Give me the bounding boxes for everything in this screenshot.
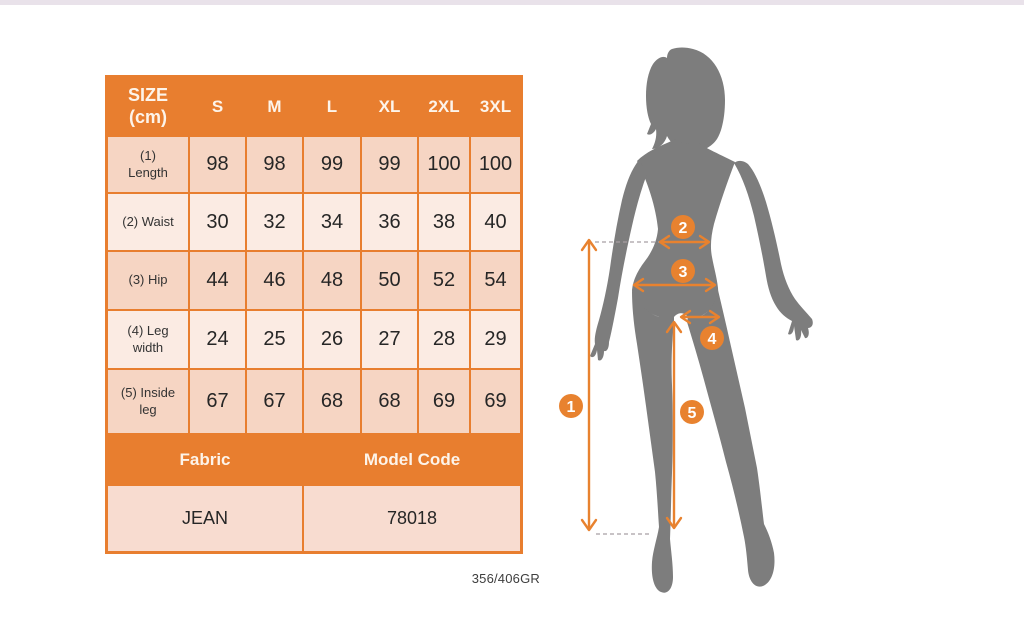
marker-5-number: 5 bbox=[688, 405, 697, 422]
value-cell: 69 bbox=[471, 370, 520, 433]
size-table-header-l: L bbox=[304, 78, 360, 135]
value-cell: 68 bbox=[304, 370, 360, 433]
length-arrowhead-top bbox=[580, 238, 598, 252]
size-table-header-m: M bbox=[247, 78, 302, 135]
model-code-value: 78018 bbox=[304, 486, 520, 551]
inside-leg-arrowhead-top bbox=[665, 320, 683, 334]
value-cell: 100 bbox=[471, 137, 520, 192]
row-label-waist: (2) Waist bbox=[108, 194, 188, 250]
waist-arrowhead-right bbox=[698, 234, 711, 250]
silhouette-head-hair bbox=[646, 47, 725, 152]
hip-arrowhead-left bbox=[632, 277, 645, 293]
value-cell: 67 bbox=[247, 370, 302, 433]
size-table: SIZE (cm) S M L XL 2XL 3XL (1) Length 98… bbox=[105, 75, 523, 554]
top-decorative-strip bbox=[0, 0, 1024, 5]
marker-1-number: 1 bbox=[567, 399, 576, 416]
value-cell: 34 bbox=[304, 194, 360, 250]
leg-width-arrowhead-left bbox=[679, 309, 692, 325]
row-label-inside-leg: (5) Inside leg bbox=[108, 370, 188, 433]
value-cell: 32 bbox=[247, 194, 302, 250]
hip-arrowhead-right bbox=[704, 277, 717, 293]
value-cell: 99 bbox=[362, 137, 417, 192]
value-cell: 24 bbox=[190, 311, 245, 368]
silhouette-right-arm bbox=[734, 160, 813, 341]
row-label-hip: (3) Hip bbox=[108, 252, 188, 309]
value-cell: 54 bbox=[471, 252, 520, 309]
size-table-header-3xl: 3XL bbox=[471, 78, 520, 135]
value-cell: 36 bbox=[362, 194, 417, 250]
marker-1-circle bbox=[559, 394, 583, 418]
silhouette-left-arm bbox=[590, 160, 647, 361]
model-code-header: Model Code bbox=[304, 435, 520, 484]
value-cell: 40 bbox=[471, 194, 520, 250]
size-table-header-s: S bbox=[190, 78, 245, 135]
value-cell: 98 bbox=[247, 137, 302, 192]
marker-3-circle bbox=[671, 259, 695, 283]
value-cell: 50 bbox=[362, 252, 417, 309]
value-cell: 100 bbox=[419, 137, 469, 192]
value-cell: 25 bbox=[247, 311, 302, 368]
length-arrowhead-bottom bbox=[580, 518, 598, 532]
marker-4-number: 4 bbox=[708, 331, 717, 348]
marker-2-number: 2 bbox=[679, 220, 688, 237]
marker-2-circle bbox=[671, 215, 695, 239]
value-cell: 98 bbox=[190, 137, 245, 192]
measurement-markers: 1 2 3 4 5 bbox=[559, 215, 724, 424]
value-cell: 67 bbox=[190, 370, 245, 433]
value-cell: 99 bbox=[304, 137, 360, 192]
value-cell: 26 bbox=[304, 311, 360, 368]
size-table-header-2xl: 2XL bbox=[419, 78, 469, 135]
fabric-header: Fabric bbox=[108, 435, 302, 484]
value-cell: 68 bbox=[362, 370, 417, 433]
value-cell: 38 bbox=[419, 194, 469, 250]
waist-arrowhead-left bbox=[658, 234, 671, 250]
dashed-guide-lines bbox=[595, 241, 668, 535]
product-code-text: 356/406GR bbox=[471, 571, 540, 586]
marker-5-circle bbox=[680, 400, 704, 424]
leg-width-arrowhead-right bbox=[708, 309, 721, 325]
row-label-leg-width: (4) Leg width bbox=[108, 311, 188, 368]
silhouette-left-leg bbox=[632, 291, 674, 593]
value-cell: 29 bbox=[471, 311, 520, 368]
female-body-silhouette bbox=[590, 47, 813, 593]
fabric-value: JEAN bbox=[108, 486, 302, 551]
marker-4-circle bbox=[700, 326, 724, 350]
silhouette-right-leg bbox=[687, 290, 775, 587]
measurement-figure: 1 2 3 4 5 bbox=[550, 40, 820, 615]
measurement-arrows bbox=[580, 234, 721, 532]
value-cell: 52 bbox=[419, 252, 469, 309]
value-cell: 48 bbox=[304, 252, 360, 309]
size-table-header-xl: XL bbox=[362, 78, 417, 135]
marker-3-number: 3 bbox=[679, 264, 688, 281]
size-table-header-size-cm: SIZE (cm) bbox=[108, 78, 188, 135]
value-cell: 27 bbox=[362, 311, 417, 368]
value-cell: 28 bbox=[419, 311, 469, 368]
value-cell: 69 bbox=[419, 370, 469, 433]
value-cell: 44 bbox=[190, 252, 245, 309]
value-cell: 30 bbox=[190, 194, 245, 250]
value-cell: 46 bbox=[247, 252, 302, 309]
inside-leg-arrowhead-bottom bbox=[665, 516, 683, 530]
row-label-length: (1) Length bbox=[108, 137, 188, 192]
